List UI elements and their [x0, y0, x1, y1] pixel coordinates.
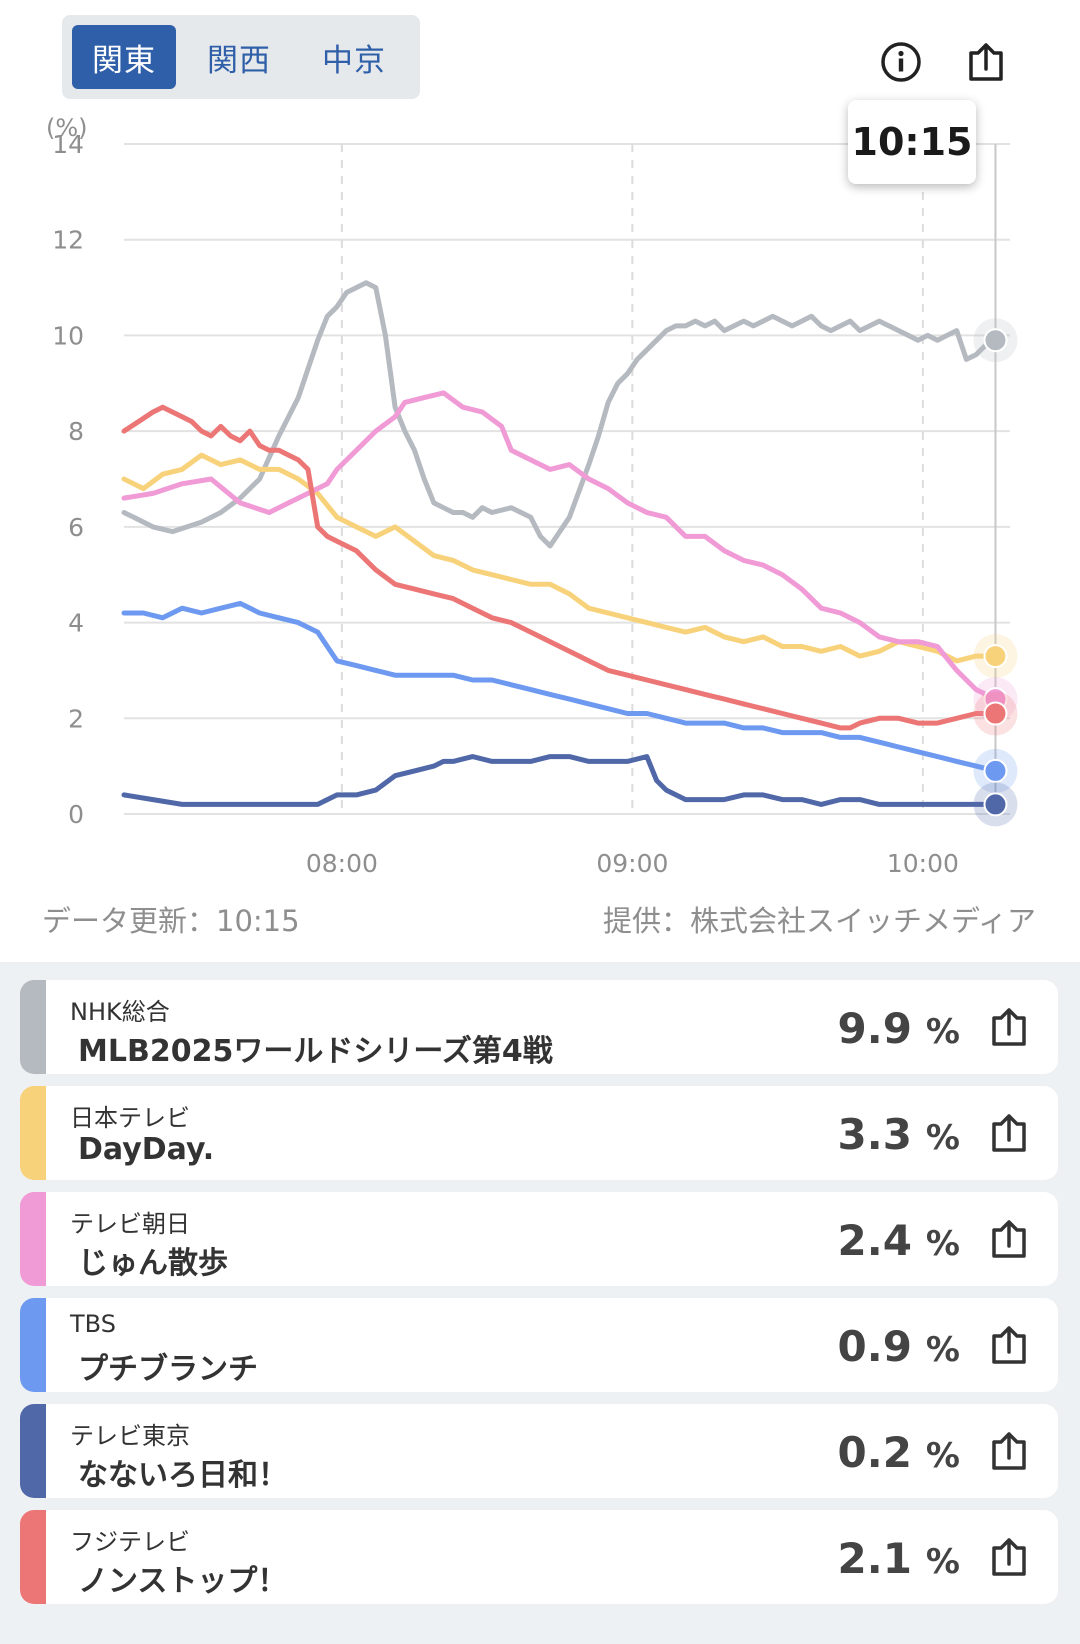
share-icon[interactable] [986, 1216, 1032, 1262]
rating-unit: % [925, 1436, 960, 1476]
rating-value: 0.9% [838, 1322, 960, 1371]
rating-card[interactable]: 日本テレビ DayDay. 3.3% [20, 1086, 1058, 1180]
info-icon[interactable] [877, 38, 925, 86]
rating-value: 0.2% [838, 1428, 960, 1477]
rating-value: 9.9% [838, 1004, 960, 1053]
rating-card[interactable]: フジテレビノンストップ！ 2.1% [20, 1510, 1058, 1604]
program-title: ノンストップ！ [78, 1564, 288, 1599]
station-name: 日本テレビ [70, 1104, 190, 1132]
rating-unit: % [925, 1118, 960, 1158]
rating-unit: % [925, 1330, 960, 1370]
line-chart[interactable]: (%) 0 2 4 6 8 10 12 14 08:00 09:00 10:00 [0, 110, 1080, 900]
x-tick-label: 08:00 [306, 849, 378, 878]
data-update-time: データ更新：10:15 [42, 904, 300, 938]
rating-unit: % [925, 1542, 960, 1582]
y-axis-unit: (%) [46, 114, 88, 142]
x-tick-label: 09:00 [596, 849, 668, 878]
rating-number: 3.3 [837, 1110, 912, 1159]
rating-value: 2.1% [838, 1534, 960, 1583]
share-icon[interactable] [986, 1534, 1032, 1580]
time-tooltip: 10:15 [848, 100, 976, 184]
station-color-bar [20, 1404, 46, 1498]
share-icon[interactable] [962, 38, 1010, 86]
series-marker-5 [983, 701, 1008, 726]
series-line-0 [121, 280, 998, 549]
station-color-bar [20, 1086, 46, 1180]
region-tabs: 関東 関西 中京 [62, 15, 420, 99]
x-tick-label: 10:00 [887, 849, 959, 878]
series-line-5 [121, 404, 998, 731]
station-name: フジテレビ [70, 1528, 190, 1556]
y-tick-label: 8 [68, 417, 84, 446]
station-name: テレビ朝日 [70, 1210, 190, 1238]
rating-number: 0.2 [837, 1428, 912, 1477]
y-tick-label: 10 [52, 321, 84, 350]
rating-unit: % [925, 1224, 960, 1264]
rating-value: 2.4% [838, 1216, 960, 1265]
series-line-4 [121, 754, 998, 807]
share-icon[interactable] [986, 1004, 1032, 1050]
data-provider: 提供：株式会社スイッチメディア [603, 904, 1036, 938]
tab-chukyo[interactable]: 中京 [322, 42, 386, 79]
series-marker-3 [983, 758, 1008, 783]
rating-card[interactable]: テレビ朝日じゅん散歩 2.4% [20, 1192, 1058, 1286]
y-tick-label: 4 [68, 609, 84, 638]
station-name: NHK総合 [70, 998, 170, 1026]
rating-card[interactable]: TBS プチブランチ 0.9% [20, 1298, 1058, 1392]
share-icon[interactable] [986, 1322, 1032, 1368]
chart-panel: 関東 関西 中京 (%) 0 2 4 6 8 10 12 14 08:00 09:00 10:00 1… [0, 0, 1080, 962]
tab-kansai[interactable]: 関西 [207, 42, 271, 79]
y-tick-label: 0 [68, 800, 84, 829]
y-tick-label: 6 [68, 513, 84, 542]
y-tick-label: 14 [52, 130, 84, 159]
program-title: DayDay. [78, 1132, 215, 1167]
rating-number: 9.9 [837, 1004, 912, 1053]
station-color-bar [20, 980, 46, 1074]
share-icon[interactable] [986, 1110, 1032, 1156]
share-icon[interactable] [986, 1428, 1032, 1474]
rating-number: 2.4 [837, 1216, 912, 1265]
station-color-bar [20, 1192, 46, 1286]
station-color-bar [20, 1510, 46, 1604]
series-marker-0 [983, 328, 1008, 353]
series-marker-4 [983, 792, 1008, 817]
series-marker-1 [983, 644, 1008, 669]
rating-card[interactable]: テレビ東京なないろ日和！ 0.2% [20, 1404, 1058, 1498]
program-title: なないろ日和！ [78, 1458, 288, 1493]
series-line-1 [121, 452, 998, 664]
station-name: テレビ東京 [70, 1422, 190, 1450]
station-name: TBS [70, 1310, 116, 1338]
rating-card[interactable]: NHK総合 MLB2025ワールドシリーズ第4戦 9.9% [20, 980, 1058, 1074]
series-line-2 [121, 390, 998, 702]
rating-number: 0.9 [837, 1322, 912, 1371]
program-title: じゅん散歩 [78, 1246, 228, 1281]
rating-value: 3.3% [838, 1110, 960, 1159]
station-color-bar [20, 1298, 46, 1392]
tab-kanto[interactable]: 関東 [72, 25, 176, 89]
series-line-3 [121, 600, 998, 774]
rating-unit: % [925, 1012, 960, 1052]
y-tick-label: 2 [68, 704, 84, 733]
rating-number: 2.1 [837, 1534, 912, 1583]
program-title: プチブランチ [78, 1352, 258, 1387]
program-title: MLB2025ワールドシリーズ第4戦 [78, 1034, 553, 1069]
y-tick-label: 12 [52, 226, 84, 255]
